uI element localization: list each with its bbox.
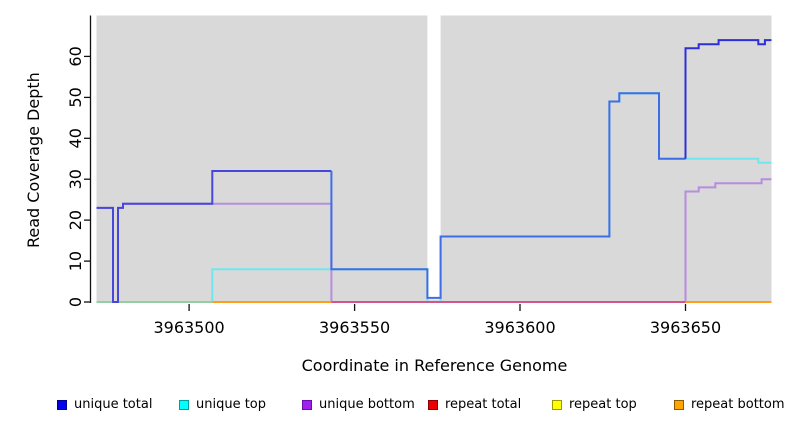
y-tick-label: 10 — [66, 251, 85, 271]
y-axis-title: Read Coverage Depth — [24, 72, 43, 248]
y-tick-label: 20 — [66, 210, 85, 230]
x-tick-label: 3963650 — [650, 318, 721, 337]
y-tick-label: 50 — [66, 87, 85, 107]
series-unique-total-line-part0 — [96, 170, 332, 303]
y-tick-label: 60 — [66, 46, 85, 66]
x-tick-label: 3963550 — [319, 318, 390, 337]
x-axis-title: Coordinate in Reference Genome — [301, 356, 568, 375]
series-unique-total-line-part1 — [330, 92, 686, 299]
y-tick-label: 0 — [66, 297, 85, 307]
y-tick-label: 40 — [66, 128, 85, 148]
masked-gap-band — [427, 14, 441, 300]
y-tick-label: 30 — [66, 169, 85, 189]
x-tick-label: 3963500 — [153, 318, 224, 337]
series-unique-total-line-part2 — [684, 39, 772, 159]
x-tick-label: 3963600 — [484, 318, 555, 337]
